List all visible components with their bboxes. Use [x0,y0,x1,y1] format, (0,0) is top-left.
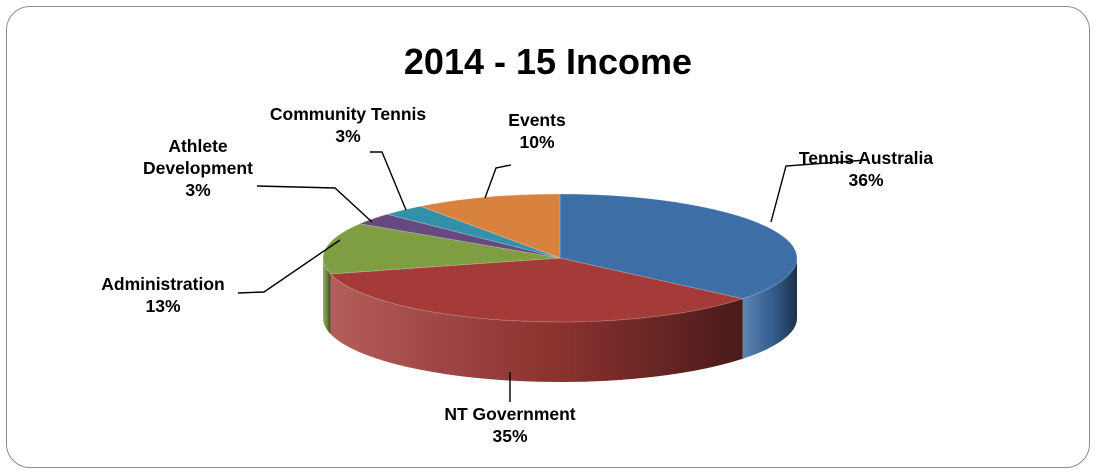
leader-administration [237,239,341,294]
label-athlete-development: Athlete [168,136,228,156]
pct-tennis-australia: 36% [848,170,883,190]
slice-administration [322,223,561,275]
slice-side-administration-shade [323,258,331,334]
pie-slices [322,193,798,323]
slice-tennis-australia [559,193,798,300]
slice-athlete-development [358,213,561,259]
label-events: Events [508,110,566,130]
label-community-tennis: Community Tennis [270,104,426,124]
pct-administration: 13% [145,296,180,316]
pct-nt-government: 35% [492,426,527,446]
leader-events [484,164,512,199]
pct-community-tennis: 3% [335,126,361,146]
pct-athlete-development: 3% [185,180,211,200]
label-administration: Administration [101,274,224,294]
leader-tennis-australia [770,159,867,223]
slice-events [419,193,561,259]
pct-events: 10% [519,132,554,152]
label-tennis-australia: Tennis Australia [799,148,933,168]
pie-sides [323,258,797,382]
slice-side-tennis-australia-shade [742,258,797,359]
label-nt-government: NT Government [444,404,575,424]
slice-side-nt-government-shade [330,273,743,382]
leader-lines [237,151,867,402]
leader-athlete-development [256,185,373,223]
leader-community-tennis [370,151,407,211]
slice-nt-government [329,257,745,323]
label-athlete-development: Development [143,158,253,178]
slice-community-tennis [385,205,561,259]
chart-title: 2014 - 15 Income [403,41,693,82]
